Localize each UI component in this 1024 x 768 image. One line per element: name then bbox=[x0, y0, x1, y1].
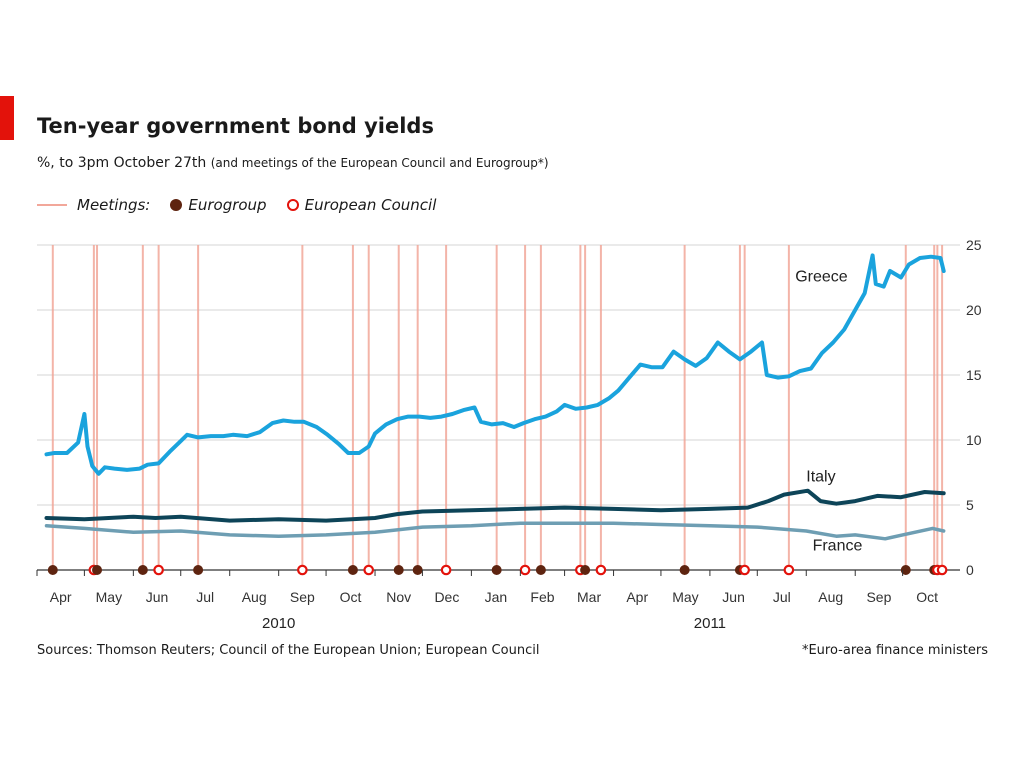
x-tick-label: Jun bbox=[722, 589, 745, 605]
x-tick-label: Sep bbox=[290, 589, 315, 605]
bond-yield-chart: 0 5 10 15 20 25 Apr May Jun Jul Aug Sep Oct Nov Dec Jan… bbox=[36, 237, 982, 632]
y-tick-label: 10 bbox=[966, 432, 982, 448]
eurogroup-marker bbox=[679, 565, 690, 575]
eurogroup-marker bbox=[412, 565, 423, 575]
x-tick-label: Aug bbox=[818, 589, 843, 605]
chart-subtitle: %, to 3pm October 27th (and meetings of … bbox=[37, 155, 549, 171]
x-tick-label: Nov bbox=[386, 589, 411, 605]
series-line-italy bbox=[44, 488, 946, 523]
y-tick-label: 20 bbox=[966, 302, 982, 318]
year-label: 2010 bbox=[262, 615, 295, 632]
eurogroup-dot-icon bbox=[170, 199, 183, 211]
eurogroup-marker bbox=[347, 565, 358, 575]
series-label-france: France bbox=[813, 538, 863, 555]
accent-tab bbox=[0, 96, 14, 140]
x-tick-label: Jul bbox=[196, 589, 214, 605]
eurogroup-marker bbox=[580, 565, 591, 575]
x-tick-label: Jul bbox=[773, 589, 791, 605]
series-lines bbox=[44, 253, 946, 541]
eurogroup-marker bbox=[900, 565, 911, 575]
legend-meetings-label: Meetings: bbox=[77, 196, 151, 214]
series-line-greece bbox=[44, 253, 946, 476]
european-council-marker bbox=[519, 564, 531, 576]
subtitle-note: (and meetings of the European Council an… bbox=[210, 156, 549, 170]
eurogroup-marker bbox=[393, 565, 404, 575]
eurogroup-marker bbox=[47, 565, 58, 575]
meeting-lines bbox=[51, 245, 944, 570]
footnote: *Euro-area finance ministers bbox=[801, 643, 988, 658]
eurogroup-marker bbox=[193, 565, 204, 575]
european-council-marker bbox=[595, 564, 607, 576]
european-council-ring-icon bbox=[286, 199, 299, 211]
eurogroup-marker bbox=[491, 565, 502, 575]
x-tick-label: Feb bbox=[530, 589, 554, 605]
subtitle-main: %, to 3pm October 27th bbox=[37, 155, 207, 171]
european-council-marker bbox=[153, 564, 164, 576]
series-label-greece: Greece bbox=[795, 268, 848, 285]
european-council-marker bbox=[936, 564, 948, 576]
x-tick-label: Jan bbox=[485, 589, 508, 605]
y-tick-label: 25 bbox=[966, 237, 982, 253]
legend-eurogroup-label: Eurogroup bbox=[188, 196, 267, 214]
x-tick-label: May bbox=[96, 589, 122, 605]
european-council-marker bbox=[297, 564, 308, 576]
x-tick-label: Sep bbox=[866, 589, 891, 605]
x-tick-label: Aug bbox=[242, 589, 267, 605]
x-tick-label: Oct bbox=[916, 589, 938, 605]
eurogroup-marker bbox=[137, 565, 148, 575]
european-council-marker bbox=[440, 564, 452, 576]
x-tick-label: Dec bbox=[434, 589, 459, 605]
y-tick-label: 15 bbox=[966, 367, 982, 383]
european-council-marker bbox=[783, 564, 795, 576]
year-label: 2011 bbox=[694, 615, 726, 632]
chart-title: Ten-year government bond yields bbox=[37, 114, 434, 138]
european-council-marker bbox=[739, 564, 750, 576]
series-line-france bbox=[44, 521, 946, 541]
x-tick-label: Mar bbox=[577, 589, 601, 605]
meeting-markers bbox=[47, 564, 948, 576]
x-tick-label: May bbox=[672, 589, 698, 605]
eurogroup-marker bbox=[92, 565, 103, 575]
legend-council-label: European Council bbox=[304, 196, 437, 214]
chart-legend: Meetings: Eurogroup European Council bbox=[37, 196, 436, 214]
x-tick-label: Jun bbox=[146, 589, 169, 605]
y-tick-label: 0 bbox=[966, 562, 974, 578]
meeting-line-swatch bbox=[37, 204, 67, 206]
axis-labels: 0 5 10 15 20 25 Apr May Jun Jul Aug Sep Oct Nov Dec Jan… bbox=[36, 237, 982, 632]
series-label-italy: Italy bbox=[806, 469, 835, 486]
eurogroup-marker bbox=[535, 565, 546, 575]
x-tick-label: Apr bbox=[50, 589, 72, 605]
x-tick-label: Apr bbox=[626, 589, 648, 605]
european-council-marker bbox=[363, 564, 375, 576]
y-tick-label: 5 bbox=[966, 497, 974, 513]
source-note: Sources: Thomson Reuters; Council of the… bbox=[37, 643, 540, 658]
x-tick-label: Oct bbox=[340, 589, 362, 605]
grid-lines bbox=[37, 244, 960, 571]
